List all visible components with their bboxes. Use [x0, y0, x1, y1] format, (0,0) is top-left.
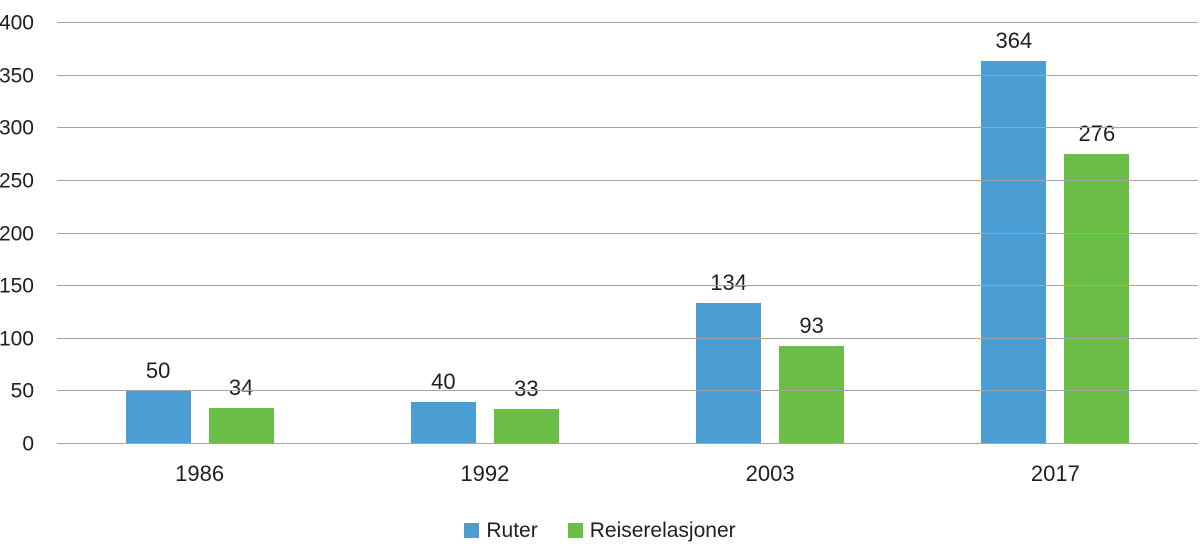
y-tick-label: 200: [0, 222, 34, 245]
bar-value-label: 93: [799, 313, 824, 339]
bar-value-label: 364: [995, 27, 1033, 53]
x-tick-label: 1986: [175, 461, 225, 486]
x-axis: 1986 1992 2003 2017: [57, 461, 1198, 487]
legend: Ruter Reiserelasjoner: [0, 520, 1200, 541]
legend-item-ruter: Ruter: [464, 519, 538, 542]
gridline: [57, 337, 1198, 339]
gridline: [57, 285, 1198, 287]
bar-reiserelasjoner: [208, 408, 274, 444]
y-tick-label: 50: [10, 379, 34, 403]
y-tick-label: 350: [0, 64, 34, 88]
bar-cell: 34: [208, 23, 274, 444]
gridline: [57, 22, 1198, 23]
plot-area: 50 34 40 33 134 93 364 276: [57, 22, 1198, 444]
bar-value-label: 134: [710, 269, 747, 295]
bar-value-label: 33: [514, 376, 539, 402]
gridline: [57, 232, 1198, 234]
bar-cell: 50: [125, 23, 191, 444]
bar-groups: 50 34 40 33 134 93 364 276: [57, 23, 1198, 444]
gridline: [57, 179, 1198, 181]
bar-cell: 134: [696, 23, 762, 444]
gridline: [57, 390, 1198, 392]
bar-cell: 93: [779, 23, 845, 444]
y-tick-label: 150: [0, 274, 34, 298]
bar-ruter: [125, 391, 191, 444]
legend-label: Ruter: [486, 519, 538, 542]
bar-cell: 364: [981, 23, 1047, 444]
x-tick-label: 1992: [460, 461, 510, 486]
bar-value-label: 34: [228, 375, 254, 401]
bar-value-label: 50: [145, 358, 171, 384]
y-tick-label: 100: [0, 327, 34, 351]
legend-item-reiserelasjoner: Reiserelasjoner: [567, 519, 736, 542]
bar-reiserelasjoner: [1064, 153, 1130, 444]
y-tick-label: 300: [0, 116, 34, 140]
bar-ruter: [981, 60, 1047, 444]
gridline: [57, 443, 1198, 444]
bar-cell: 276: [1064, 23, 1130, 444]
legend-label: Reiserelasjoner: [589, 519, 736, 542]
legend-swatch-icon: [464, 523, 480, 538]
bar-group: 50 34: [57, 23, 342, 444]
bar-reiserelasjoner: [493, 409, 559, 444]
bar-ruter: [410, 401, 476, 444]
y-axis: 0 50 100 150 200 250 300 350 400: [0, 13, 34, 455]
gridline: [57, 127, 1198, 129]
gridline: [57, 74, 1198, 76]
bar-ruter: [696, 302, 762, 444]
bar-group: 134 93: [628, 23, 913, 444]
legend-swatch-icon: [567, 523, 583, 538]
x-tick-label: 2003: [745, 461, 795, 486]
bar-group: 364 276: [913, 23, 1198, 444]
y-tick-label: 250: [0, 169, 34, 193]
bar-cell: 40: [410, 23, 476, 444]
y-tick-label: 0: [22, 432, 34, 456]
bar-group: 40 33: [342, 23, 627, 444]
bar-reiserelasjoner: [779, 346, 845, 444]
bar-value-label: 276: [1078, 120, 1116, 146]
bar-value-label: 40: [431, 368, 456, 394]
y-tick-label: 400: [0, 11, 34, 35]
bar-cell: 33: [493, 23, 559, 444]
x-tick-label: 2017: [1030, 461, 1080, 486]
